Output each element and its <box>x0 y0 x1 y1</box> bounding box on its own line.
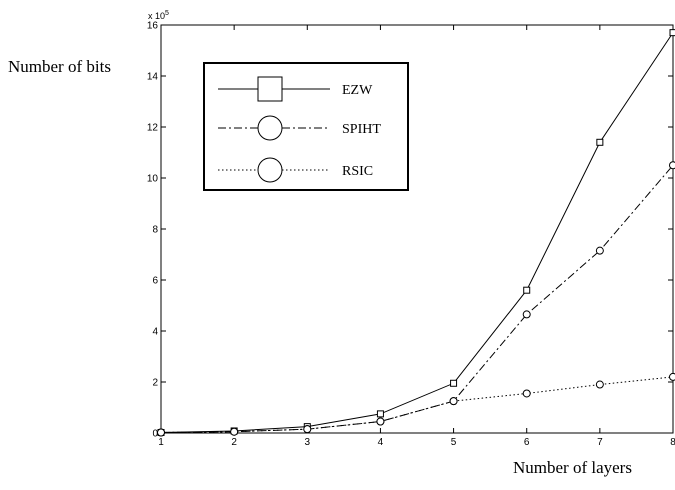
data-point-rsic <box>376 417 385 426</box>
y-tick-label: 6 <box>152 276 158 287</box>
data-point-rsic <box>595 380 604 389</box>
y-multiplier-base: x 10 <box>148 11 165 21</box>
series-layer <box>157 29 675 437</box>
y-axis-multiplier: x 105 <box>148 10 169 21</box>
series-line-ezw <box>160 32 674 433</box>
y-axis-label: Number of bits <box>8 57 111 76</box>
x-tick-label: 7 <box>597 437 603 448</box>
series-spiht <box>157 161 675 437</box>
y-tick-label: 14 <box>147 72 159 83</box>
y-tick-label: 12 <box>147 123 159 134</box>
data-point-rsic <box>157 428 165 437</box>
legend-item-rsic: RSIC <box>218 157 373 183</box>
y-tick-label: 2 <box>152 378 158 389</box>
data-point-rsic <box>303 425 312 434</box>
data-point-ezw <box>669 29 675 37</box>
legend-label-rsic: RSIC <box>342 164 373 179</box>
legend-marker-ezw <box>257 76 283 102</box>
data-point-ezw <box>376 410 384 418</box>
legend-item-ezw: EZW <box>218 76 373 102</box>
x-axis: 1 2 3 4 5 6 7 8 <box>158 25 675 448</box>
y-axis: 0 2 4 6 8 10 12 14 16 <box>147 21 673 440</box>
series-rsic <box>157 372 675 437</box>
x-tick-label: 5 <box>451 437 457 448</box>
y-tick-label: 4 <box>152 327 158 338</box>
legend-box <box>203 62 409 191</box>
y-tick-label: 0 <box>152 429 158 440</box>
legend-label-ezw: EZW <box>342 83 373 98</box>
data-point-spiht <box>669 161 675 170</box>
x-tick-label: 8 <box>670 437 675 448</box>
legend-marker-spiht <box>257 115 283 141</box>
series-line-rsic <box>160 376 674 433</box>
x-tick-label: 2 <box>231 437 237 448</box>
y-tick-label: 16 <box>147 21 159 32</box>
legend: EZW SPIHT RSIC <box>203 62 409 191</box>
data-point-rsic <box>522 389 531 398</box>
y-multiplier-exponent: 5 <box>165 10 169 17</box>
x-tick-label: 6 <box>524 437 530 448</box>
x-axis-label: Number of layers <box>513 458 632 477</box>
data-point-rsic <box>669 372 675 381</box>
data-point-ezw <box>596 138 604 146</box>
legend-label-spiht: SPIHT <box>342 122 381 137</box>
data-point-spiht <box>522 310 531 319</box>
legend-marker-rsic <box>257 157 283 183</box>
x-tick-label: 4 <box>378 437 384 448</box>
x-tick-label: 1 <box>158 437 164 448</box>
data-point-rsic <box>449 397 458 406</box>
legend-item-spiht: SPIHT <box>218 115 381 141</box>
data-point-ezw <box>523 286 531 294</box>
data-point-spiht <box>595 246 604 255</box>
series-line-spiht <box>160 164 674 433</box>
x-tick-label: 3 <box>305 437 311 448</box>
data-point-rsic <box>230 427 239 436</box>
y-tick-label: 10 <box>147 174 159 185</box>
data-point-ezw <box>450 379 458 387</box>
y-tick-label: 8 <box>152 225 158 236</box>
